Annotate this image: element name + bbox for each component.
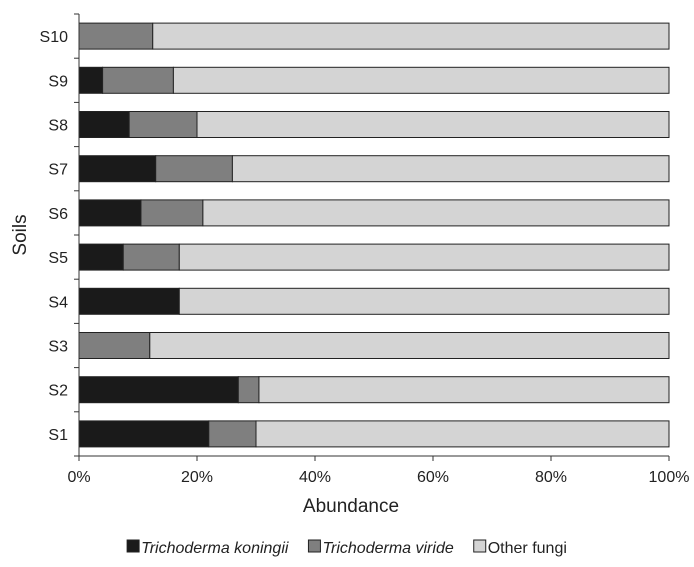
y-axis-title: Soils	[10, 214, 31, 255]
bar-s5-series-1	[78, 243, 124, 271]
y-tick-label: S6	[48, 206, 68, 223]
y-tick-label: S9	[48, 73, 68, 90]
bar-s1-series-3	[255, 420, 670, 448]
legend-item-2: Trichoderma viride	[307, 539, 454, 557]
bar-s4-series-1	[78, 287, 180, 315]
x-tick-label: 100%	[649, 469, 690, 486]
y-tick-label: S3	[48, 339, 68, 356]
bar-s6-series-3	[202, 199, 670, 227]
bar-s9-series-1	[78, 66, 104, 94]
bar-s8-series-2	[128, 111, 198, 138]
y-tick-label: S4	[48, 294, 68, 311]
legend-label: Trichoderma koningii	[141, 540, 289, 557]
bar-s3-series-2	[78, 332, 151, 359]
y-tick-label: S7	[48, 162, 68, 179]
y-tick-label: S2	[48, 383, 68, 400]
legend-swatch	[126, 539, 140, 553]
bar-s7-series-3	[231, 155, 670, 183]
bar-s8-series-3	[196, 111, 670, 138]
bar-s10-series-2	[78, 22, 154, 50]
bar-s2-series-1	[78, 376, 239, 404]
legend-swatch	[473, 539, 487, 553]
legend-label: Trichoderma viride	[322, 540, 453, 557]
bar-s1-series-1	[78, 420, 210, 448]
bar-s2-series-2	[237, 376, 260, 404]
y-tick-label: S5	[48, 250, 68, 267]
x-tick-label: 80%	[535, 469, 567, 486]
legend: Trichoderma koningii Trichoderma viride Ot…	[126, 539, 567, 557]
legend-swatch	[307, 539, 321, 553]
x-tick-label: 0%	[67, 469, 90, 486]
bar-s3-series-3	[149, 332, 670, 359]
ticks-layer: S1 S2 S3 S4 S5 S6 S7 S8 S9 S10 0% 20% 40% 60% 80% 100%	[40, 13, 690, 486]
bar-s5-series-2	[122, 243, 180, 271]
legend-label: Other fungi	[488, 540, 567, 557]
x-tick-label: 60%	[417, 469, 449, 486]
y-tick-label: S1	[48, 427, 68, 444]
y-tick-label: S8	[48, 118, 68, 135]
bar-s10-series-3	[152, 22, 670, 50]
bar-s9-series-3	[172, 66, 670, 94]
bar-s7-series-2	[155, 155, 233, 183]
bars-layer	[78, 22, 670, 448]
x-axis-title: Abundance	[303, 496, 399, 517]
bar-s9-series-2	[102, 66, 174, 94]
x-tick-label: 40%	[299, 469, 331, 486]
y-tick-label: S10	[40, 29, 69, 46]
bar-s6-series-1	[78, 199, 142, 227]
bar-s7-series-1	[78, 155, 157, 183]
bar-s4-series-3	[178, 287, 670, 315]
bar-s8-series-1	[78, 111, 130, 138]
legend-item-3: Other fungi	[473, 539, 567, 557]
bar-s1-series-2	[208, 420, 257, 448]
x-tick-label: 20%	[181, 469, 213, 486]
bar-s5-series-3	[178, 243, 670, 271]
legend-item-1: Trichoderma koningii	[126, 539, 289, 557]
bar-s2-series-3	[258, 376, 670, 404]
bar-s6-series-2	[140, 199, 204, 227]
